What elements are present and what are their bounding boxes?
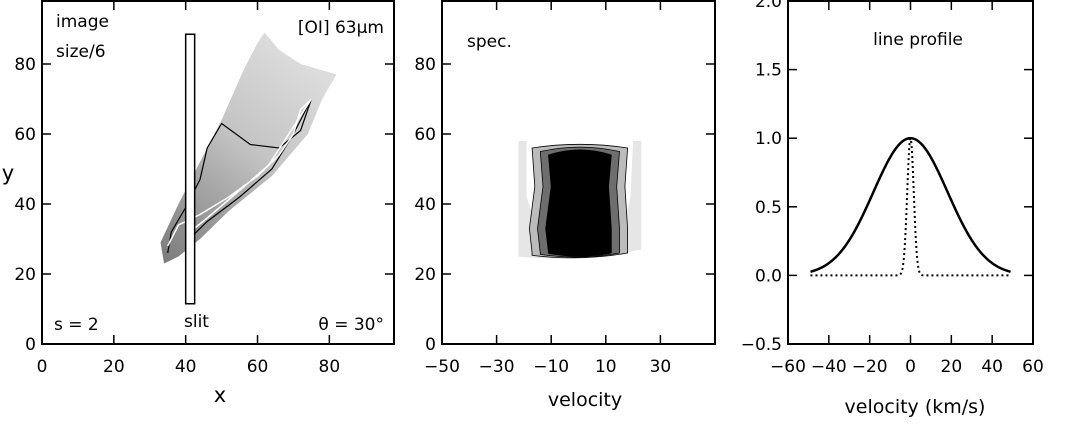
annotation-line-label: [OI] 63μm xyxy=(298,18,384,38)
x-tick-label: 0 xyxy=(37,357,48,377)
y-tick-label: 20 xyxy=(414,265,436,285)
y-tick-label: 0.0 xyxy=(755,266,782,286)
y-tick-label: 1.5 xyxy=(755,61,782,81)
slit-label: slit xyxy=(184,312,209,332)
y-tick-label: 2.0 xyxy=(755,0,782,12)
x-tick-label: 80 xyxy=(319,357,341,377)
y-tick-label: 0 xyxy=(25,335,36,355)
emission-region xyxy=(160,32,337,264)
y-tick-label: 0 xyxy=(425,335,436,355)
x-tick-label: 0 xyxy=(905,357,916,377)
annotation-s-value: s = 2 xyxy=(54,315,99,335)
line-profile-panel-ticks: −60 −40 −20 0 20 40 60 −0.5 0.0 0.5 1.0 1.5 2.0 xyxy=(741,0,1044,377)
annotation-theta: θ = 30° xyxy=(318,315,384,335)
y-tick-label: 40 xyxy=(414,195,436,215)
x-tick-label: −30 xyxy=(479,357,515,377)
x-tick-label: 20 xyxy=(103,357,125,377)
x-tick-label: 60 xyxy=(247,357,269,377)
x-tick-label: −60 xyxy=(770,357,806,377)
x-tick-label: 40 xyxy=(175,357,197,377)
x-tick-label: 30 xyxy=(650,357,672,377)
y-tick-label: 20 xyxy=(14,265,36,285)
y-tick-label: −0.5 xyxy=(741,335,782,355)
velocity-axis-label: velocity xyxy=(548,389,622,411)
narrow-profile-line xyxy=(810,134,1011,277)
x-tick-label: −40 xyxy=(811,357,847,377)
line-profile-panel: −60 −40 −20 0 20 40 60 −0.5 0.0 0.5 1.0 1.5 2.0 line… xyxy=(741,0,1044,418)
y-tick-label: 80 xyxy=(414,55,436,75)
annotation-image: image xyxy=(56,12,109,32)
x-tick-label: 10 xyxy=(595,357,617,377)
broad-profile-line xyxy=(810,136,1011,273)
line-profile-panel-content xyxy=(810,134,1011,277)
slit-rectangle xyxy=(184,33,196,305)
y-tick-label: 80 xyxy=(14,55,36,75)
y-tick-label: 40 xyxy=(14,195,36,215)
y-tick-label: 60 xyxy=(14,125,36,145)
annotation-size: size/6 xyxy=(56,42,106,62)
y-axis-label: y xyxy=(2,161,14,185)
spectrum-panel-frame xyxy=(441,0,716,345)
velocity-kms-axis-label: velocity (km/s) xyxy=(845,396,986,418)
x-tick-label: −10 xyxy=(533,357,569,377)
x-tick-label: 20 xyxy=(941,357,963,377)
spectrum-panel-ticks: −50 −30 −10 10 30 0 20 40 60 80 xyxy=(414,1,715,377)
x-axis-label: x xyxy=(214,383,226,407)
y-tick-label: 60 xyxy=(414,125,436,145)
annotation-spec: spec. xyxy=(467,32,512,52)
x-tick-label: −20 xyxy=(852,357,888,377)
x-tick-label: −50 xyxy=(424,357,460,377)
x-tick-label: 60 xyxy=(1022,357,1044,377)
annotation-line-profile: line profile xyxy=(873,30,963,50)
image-panel: 0 20 40 60 80 0 20 40 60 80 image size/6 [OI] 63μ… xyxy=(2,0,395,407)
image-panel-frame xyxy=(41,0,395,345)
emission-contour-bright xyxy=(167,98,313,247)
line-profile-panel-frame xyxy=(787,0,1034,345)
spectrum-panel: −50 −30 −10 10 30 0 20 40 60 80 spec. velocity xyxy=(414,0,716,411)
spectrum-panel-content xyxy=(518,141,642,259)
y-tick-label: 0.5 xyxy=(755,198,782,218)
x-tick-label: 40 xyxy=(981,357,1003,377)
spectrum-contour-level xyxy=(545,149,612,257)
image-panel-content xyxy=(160,32,337,305)
image-panel-ticks: 0 20 40 60 80 0 20 40 60 80 xyxy=(14,1,394,377)
y-tick-label: 1.0 xyxy=(755,129,782,149)
